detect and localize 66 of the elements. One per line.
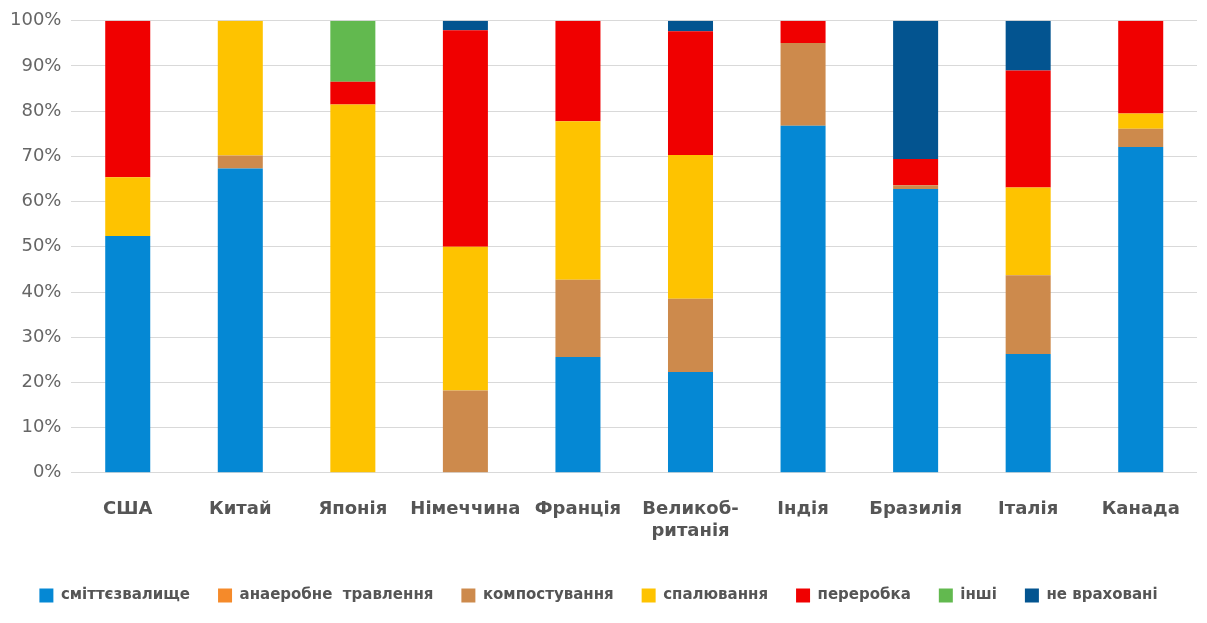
legend-label: інші bbox=[960, 585, 997, 604]
y-tick-label: 70% bbox=[21, 144, 62, 166]
legend-label: не враховані bbox=[1046, 585, 1158, 604]
bar bbox=[780, 20, 826, 43]
legend-label: сміттєзвалище bbox=[60, 585, 191, 604]
y-tick-label: 0% bbox=[32, 460, 62, 482]
legend-label: компостування bbox=[482, 585, 614, 604]
legend-label: анаеробне травлення bbox=[239, 585, 434, 604]
x-tick-label: Бразилія bbox=[869, 497, 962, 519]
bar bbox=[330, 104, 376, 473]
bar bbox=[780, 42, 826, 126]
bar bbox=[1118, 20, 1164, 114]
y-tick-label: 80% bbox=[21, 98, 62, 120]
x-tick-label: США bbox=[103, 497, 153, 519]
bar bbox=[105, 20, 151, 178]
x-tick-label: Італія bbox=[998, 497, 1059, 519]
y-tick-label: 50% bbox=[21, 234, 62, 256]
bar bbox=[442, 246, 488, 391]
y-tick-label: 30% bbox=[21, 324, 62, 346]
bar bbox=[893, 185, 939, 189]
x-tick-label: Великоб-ританія bbox=[642, 497, 739, 540]
y-tick-label: 90% bbox=[21, 53, 62, 75]
bar bbox=[668, 31, 714, 156]
y-tick-label: 100% bbox=[9, 8, 62, 30]
bar bbox=[1005, 187, 1051, 276]
bar bbox=[668, 298, 714, 372]
bar bbox=[668, 20, 714, 32]
bar bbox=[555, 121, 601, 280]
y-tick-label: 10% bbox=[21, 415, 62, 437]
bar bbox=[555, 357, 601, 473]
x-tick-label: Канада bbox=[1101, 497, 1180, 519]
bar bbox=[1005, 20, 1051, 71]
bar bbox=[780, 125, 826, 473]
bar bbox=[330, 20, 376, 82]
bar bbox=[330, 81, 376, 105]
bar bbox=[893, 188, 939, 473]
legend-label: спалювання bbox=[663, 585, 769, 604]
y-tick-label: 60% bbox=[21, 189, 62, 211]
x-tick-label: Японія bbox=[318, 497, 388, 519]
x-tick-label: Франція bbox=[534, 497, 622, 519]
bar bbox=[1005, 275, 1051, 354]
bar bbox=[1118, 128, 1164, 147]
bar bbox=[668, 372, 714, 473]
bar bbox=[1005, 70, 1051, 188]
bar bbox=[893, 159, 939, 186]
bar bbox=[668, 155, 714, 299]
bar bbox=[442, 30, 488, 247]
x-tick-label: Індія bbox=[777, 497, 829, 519]
y-tick-label: 20% bbox=[21, 370, 62, 392]
bar bbox=[105, 235, 151, 473]
bar bbox=[893, 20, 939, 160]
bar bbox=[1118, 146, 1164, 473]
x-tick-label: Німеччина bbox=[410, 497, 521, 519]
x-tick-label: Китай bbox=[209, 497, 272, 519]
bar bbox=[1005, 353, 1051, 473]
bar bbox=[217, 168, 263, 473]
bar bbox=[555, 279, 601, 358]
y-tick-label: 40% bbox=[21, 279, 62, 301]
bar bbox=[555, 20, 601, 122]
bar bbox=[442, 20, 488, 31]
bar bbox=[217, 155, 263, 169]
bar bbox=[105, 177, 151, 236]
bar bbox=[442, 390, 488, 473]
bar bbox=[1118, 113, 1164, 129]
bar bbox=[217, 20, 263, 156]
legend-label: переробка bbox=[817, 585, 911, 604]
